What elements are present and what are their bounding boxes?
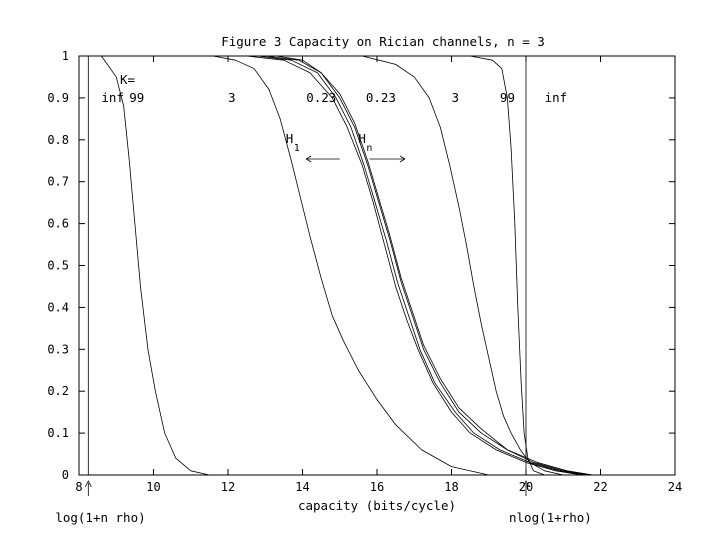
y-tick-label: 0.2 [47,384,69,398]
y-tick-label: 0 [62,468,69,482]
chart-title: Figure 3 Capacity on Rician channels, n … [221,34,545,49]
h1-arrow [306,155,340,163]
capacity-curve [362,55,564,476]
k-label: K= [120,72,135,87]
y-tick-label: 0.8 [47,133,69,147]
k-value-label: 0.23 [366,90,396,105]
hn-arrow [369,155,406,163]
y-tick-label: 0.1 [47,426,69,440]
capacity-curve [257,55,586,476]
y-tick-label: 0.5 [47,259,69,273]
x-tick-label: 18 [444,480,458,494]
k-value-label: inf [101,90,124,105]
x-tick-label: 14 [295,480,309,494]
y-tick-label: 0.3 [47,342,69,356]
capacity-curve [276,55,594,476]
svg-text:H: H [286,131,294,146]
y-tick-label: 1 [62,49,69,63]
x-tick-label: 8 [75,480,82,494]
plot-frame [78,55,676,476]
marker-arrow-head [84,480,92,488]
k-value-label: 3 [228,90,236,105]
capacity-curve [470,55,545,476]
k-value-label: inf [545,90,568,105]
h1-label: H1 [286,131,300,154]
k-value-label: 0.23 [306,90,336,105]
hn-label: Hn [358,131,372,154]
k-value-label: 99 [129,90,144,105]
x-axis-label: capacity (bits/cycle) [298,498,456,513]
svg-text:1: 1 [294,143,300,154]
capacity-curve [246,55,582,476]
k-value-label: 3 [452,90,460,105]
x-tick-label: 22 [593,480,607,494]
x-tick-label: 24 [668,480,682,494]
marker-arrow-head [522,480,530,488]
capacity-curve [213,55,489,476]
svg-text:H: H [358,131,366,146]
y-tick-label: 0.7 [47,175,69,189]
k-value-label: 99 [500,90,515,105]
y-tick-label: 0.9 [47,91,69,105]
x-tick-label: 10 [146,480,160,494]
capacity-curve [265,55,590,476]
x-tick-label: 12 [221,480,235,494]
marker-label: nlog(1+rho) [509,510,592,525]
y-tick-label: 0.6 [47,217,69,231]
capacity-curve [101,55,210,476]
y-tick-label: 0.4 [47,300,69,314]
svg-text:n: n [366,143,372,154]
marker-label: log(1+n rho) [55,510,145,525]
x-tick-label: 16 [370,480,384,494]
